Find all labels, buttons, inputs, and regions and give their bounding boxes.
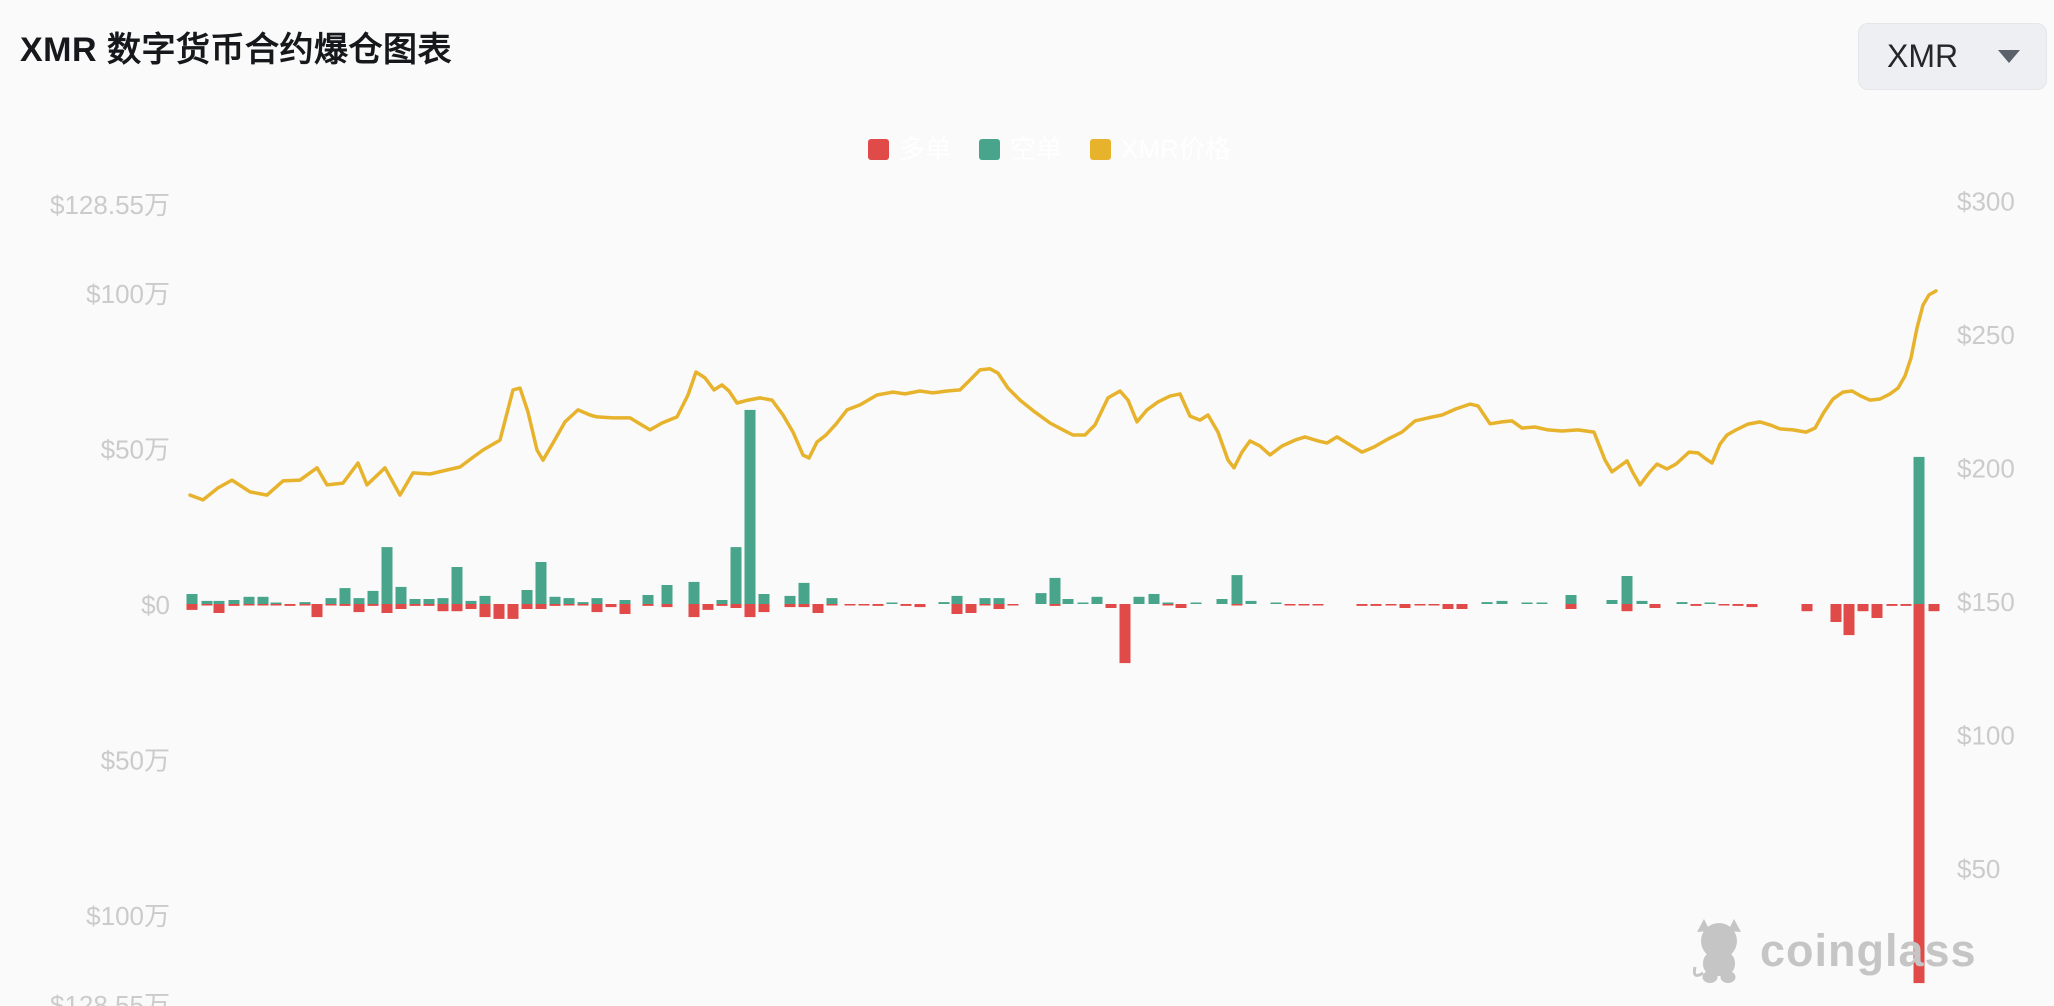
coinglass-watermark: coinglass (1690, 918, 1977, 984)
short-liquidation-bars (186, 409, 1925, 604)
legend-item-long[interactable]: 多单 (868, 134, 952, 164)
chart-legend: 多单 空单 XMR价格 (868, 134, 1231, 164)
coinglass-logo-icon (1692, 919, 1741, 983)
price-legend-swatch (1090, 138, 1112, 160)
svg-text:$50万: $50万 (101, 746, 170, 776)
svg-text:$128.55万: $128.55万 (50, 990, 170, 1006)
svg-text:$100: $100 (1957, 720, 2015, 750)
svg-text:$50: $50 (1957, 854, 2000, 884)
svg-text:$250: $250 (1957, 320, 2015, 350)
svg-text:$50万: $50万 (101, 435, 170, 465)
svg-text:$100万: $100万 (86, 279, 170, 309)
svg-text:$200: $200 (1957, 454, 2015, 484)
legend-item-short[interactable]: 空单 (979, 134, 1063, 164)
long-legend-swatch (868, 138, 889, 160)
left-axis-labels: $128.55万 $100万 $50万 $0 $50万 $100万 $128.55万 (50, 190, 170, 1006)
svg-text:$0: $0 (141, 590, 170, 620)
long-legend-label: 多单 (899, 134, 952, 164)
short-legend-label: 空单 (1010, 134, 1063, 164)
short-legend-swatch (979, 138, 1001, 160)
long-liquidation-bars (186, 604, 1940, 984)
price-line (188, 289, 1938, 502)
svg-text:$300: $300 (1957, 187, 2015, 217)
svg-text:$150: $150 (1957, 587, 2015, 617)
price-legend-label: XMR价格 (1121, 134, 1231, 164)
svg-text:$128.55万: $128.55万 (50, 190, 170, 220)
svg-text:$100万: $100万 (86, 901, 170, 931)
coin-selector-value: XMR (1887, 38, 1959, 74)
legend-item-price[interactable]: XMR价格 (1090, 134, 1231, 164)
right-axis-labels: $300 $250 $200 $150 $100 $50 (1957, 187, 2015, 884)
coinglass-logo-text: coinglass (1760, 925, 1977, 976)
coin-selector-dropdown[interactable]: XMR (1858, 23, 2047, 90)
chevron-down-icon (1998, 50, 2020, 63)
page-title: XMR 数字货币合约爆仓图表 (20, 31, 452, 69)
